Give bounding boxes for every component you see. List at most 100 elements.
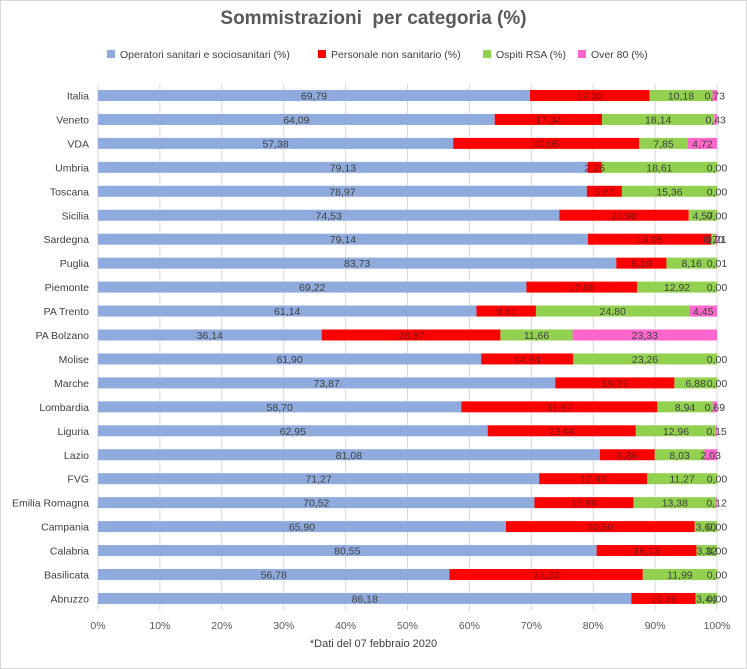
data-label: 19,95	[636, 234, 662, 246]
data-label: 16,13	[633, 546, 659, 558]
category-label: Marche	[54, 378, 89, 390]
legend-label: Operatori sanitari e sociosanitari (%)	[120, 49, 290, 61]
data-label: 3,44	[696, 593, 717, 605]
data-label: 65,90	[289, 522, 315, 534]
bar-segment	[587, 233, 712, 245]
bar-segment	[666, 257, 717, 269]
bar-segment	[98, 281, 527, 293]
data-label: 10,38	[650, 593, 676, 605]
bar-segment	[98, 425, 488, 437]
data-label: 58,70	[267, 402, 293, 414]
data-label: 62,95	[280, 426, 306, 438]
data-label: 15,98	[571, 498, 597, 510]
category-label: Molise	[59, 354, 90, 366]
bar-segment	[621, 185, 717, 197]
category-label: Veneto	[56, 114, 89, 126]
bar-segment	[98, 329, 322, 341]
data-label: 0,73	[705, 91, 726, 103]
bar-segment	[539, 473, 648, 485]
data-label: 5,67	[594, 186, 615, 198]
legend-label: Personale non sanitario (%)	[331, 49, 461, 61]
data-label: 0,00	[707, 570, 728, 582]
data-label: 13,38	[662, 498, 688, 510]
data-label: 0,00	[707, 186, 728, 198]
bar-segment	[98, 113, 495, 125]
category-label: PA Bolzano	[35, 330, 89, 342]
data-label: 8,86	[617, 450, 638, 462]
data-label: 31,23	[533, 570, 559, 582]
legend-label: Over 80 (%)	[591, 49, 648, 61]
data-label: 4,72	[692, 138, 713, 150]
bar-segment	[587, 161, 602, 173]
bar-segment	[674, 377, 717, 389]
category-label: Lazio	[64, 450, 89, 462]
legend-item: Operatori sanitari e sociosanitari (%)	[107, 49, 290, 61]
data-label: 81,08	[336, 450, 362, 462]
bar-segment	[631, 592, 696, 604]
bar-segment	[98, 521, 506, 533]
bar-segment	[461, 401, 658, 413]
data-label: 30,05	[533, 138, 559, 150]
data-label: 2,03	[700, 450, 721, 462]
bar-segment	[689, 305, 717, 317]
bar-segment	[559, 209, 689, 221]
x-tick-label: 100%	[704, 620, 731, 632]
legend-swatch	[578, 50, 586, 58]
bar-segment	[98, 161, 588, 173]
bar-segment	[654, 449, 705, 461]
data-label: 70,52	[303, 498, 329, 510]
x-tick-label: 80%	[583, 620, 604, 632]
bar-segment	[98, 305, 477, 317]
bar-segment	[637, 281, 717, 293]
data-label: 57,38	[262, 138, 288, 150]
bar-segment	[688, 209, 717, 221]
data-label: 11,66	[524, 330, 550, 342]
category-label: Sicilia	[62, 210, 90, 222]
bar-segment	[616, 257, 667, 269]
bar-segment	[98, 377, 556, 389]
category-label: Basilicata	[44, 570, 89, 582]
category-label: FVG	[67, 474, 89, 486]
bar-segment	[98, 473, 540, 485]
category-label: Abruzzo	[50, 593, 89, 605]
category-label: Emilia Romagna	[12, 498, 89, 510]
category-label: Italia	[67, 91, 89, 103]
category-label: Toscana	[50, 186, 89, 198]
data-label: 14,84	[514, 354, 540, 366]
x-tick-label: 60%	[459, 620, 480, 632]
legend-item: Over 80 (%)	[578, 49, 648, 61]
bar-segment	[453, 137, 640, 149]
data-label: 10,18	[668, 91, 694, 103]
data-label: 7,85	[653, 138, 674, 150]
data-label: 18,14	[645, 114, 671, 126]
bar-segment	[98, 137, 454, 149]
data-label: 17,86	[569, 282, 595, 294]
bar-segment	[98, 233, 588, 245]
category-label: Liguria	[57, 426, 89, 438]
bar-segment	[98, 401, 462, 413]
x-tick-label: 40%	[335, 620, 356, 632]
data-label: 73,87	[313, 378, 339, 390]
x-tick-label: 50%	[397, 620, 418, 632]
legend-swatch	[483, 50, 491, 58]
bar-segment	[98, 592, 632, 604]
category-label: Sardegna	[43, 234, 89, 246]
chart-legend: Operatori sanitari e sociosanitari (%) Pe…	[0, 49, 747, 65]
data-label: 0,00	[707, 522, 728, 534]
x-tick-label: 90%	[645, 620, 666, 632]
legend-item: Personale non sanitario (%)	[318, 49, 461, 61]
data-label: 0,01	[707, 258, 728, 270]
bar-segment	[639, 137, 688, 149]
data-label: 8,03	[669, 450, 690, 462]
bar-segment	[555, 377, 675, 389]
bar-segment	[505, 521, 695, 533]
data-label: 28,87	[398, 330, 424, 342]
category-label: Umbria	[55, 162, 89, 174]
bar-segment	[98, 90, 531, 101]
data-label: 0,00	[707, 210, 728, 222]
category-label: Puglia	[60, 258, 89, 270]
bar-segment	[98, 257, 617, 269]
data-label: 30,50	[587, 522, 613, 534]
data-label: 61,14	[274, 306, 300, 318]
chart-footnote: *Dati del 07 febbraio 2020	[309, 638, 438, 650]
